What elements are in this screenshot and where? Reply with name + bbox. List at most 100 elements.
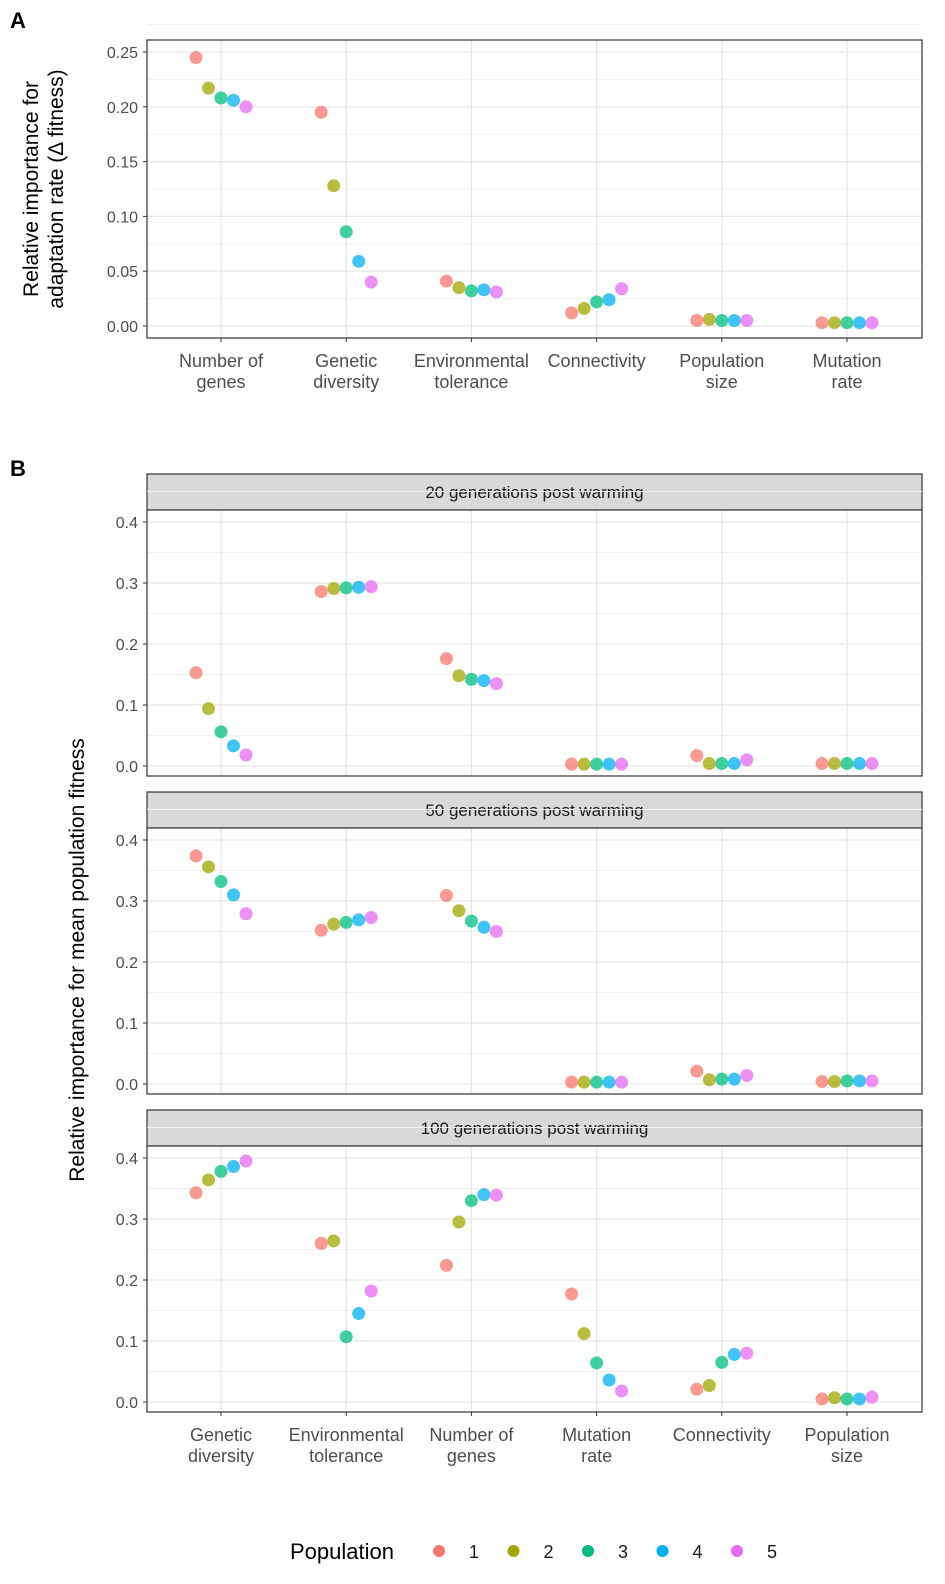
- panel-label-a: A: [10, 8, 26, 33]
- data-point-pop1: [815, 1392, 829, 1406]
- data-point-pop3: [840, 1392, 854, 1406]
- data-point-pop2: [452, 1215, 466, 1229]
- data-point-pop5: [489, 285, 503, 299]
- y-tick-label: 0.20: [107, 100, 138, 117]
- data-point-pop4: [477, 283, 491, 297]
- data-point-pop5: [239, 100, 253, 114]
- data-point-pop5: [865, 1390, 879, 1404]
- data-point-pop1: [189, 50, 203, 64]
- y-tick-label: 0.05: [107, 264, 138, 281]
- data-point-pop3: [840, 757, 854, 771]
- data-point-pop4: [853, 757, 866, 771]
- data-point-pop4: [227, 888, 240, 902]
- data-point-pop5: [740, 1346, 754, 1360]
- x-tick-label: tolerance: [309, 1446, 383, 1466]
- plot-border: [146, 509, 923, 777]
- data-point-pop4: [602, 1373, 616, 1387]
- data-point-pop3: [339, 1330, 353, 1344]
- data-point-pop2: [452, 281, 466, 295]
- data-point-pop4: [602, 1075, 616, 1089]
- data-point-pop3: [214, 725, 228, 739]
- data-point-pop1: [189, 666, 203, 680]
- x-tick-label: Connectivity: [548, 351, 646, 371]
- legend-label: 1: [469, 1542, 479, 1562]
- data-point-pop2: [577, 1327, 591, 1341]
- data-point-pop5: [489, 925, 503, 938]
- y-tick-label: 0.3: [116, 894, 138, 911]
- data-point-pop1: [439, 274, 453, 288]
- data-point-pop5: [239, 1154, 253, 1168]
- x-tick-label: Genetic: [315, 351, 377, 371]
- y-tick-label: 0.0: [116, 1395, 138, 1412]
- data-point-pop1: [439, 1258, 453, 1272]
- data-point-pop4: [602, 757, 616, 771]
- data-point-pop3: [715, 1355, 729, 1369]
- y-tick-label: 0.1: [116, 1016, 138, 1033]
- plot-border: [146, 1145, 923, 1413]
- data-point-pop5: [740, 1068, 754, 1082]
- data-point-pop2: [828, 757, 841, 771]
- data-point-pop3: [464, 284, 478, 298]
- x-tick-label: rate: [831, 372, 862, 392]
- x-tick-label: diversity: [188, 1446, 254, 1466]
- legend-marker-pop3: [582, 1545, 594, 1557]
- data-point-pop1: [565, 757, 579, 771]
- data-point-pop1: [815, 316, 829, 330]
- data-point-pop3: [715, 1072, 729, 1086]
- y-tick-label: 0.0: [116, 759, 138, 776]
- data-point-pop5: [489, 677, 503, 691]
- data-point-pop4: [352, 580, 366, 594]
- data-point-pop1: [314, 1236, 328, 1250]
- data-point-pop5: [615, 1075, 629, 1089]
- plot-background: [147, 828, 922, 1094]
- data-point-pop3: [339, 915, 353, 929]
- legend-title: Population: [290, 1539, 394, 1564]
- data-point-pop4: [853, 1074, 866, 1088]
- data-point-pop1: [565, 1287, 579, 1301]
- y-tick-label: 0.3: [116, 576, 138, 593]
- y-axis-label: adaptation rate (Δ fitness): [45, 69, 68, 308]
- data-point-pop4: [853, 1392, 866, 1406]
- plot-border: [146, 39, 923, 339]
- data-point-pop3: [715, 314, 729, 328]
- legend-marker-pop5: [731, 1545, 743, 1557]
- data-point-pop3: [464, 672, 478, 686]
- legend-marker-pop1: [433, 1545, 445, 1557]
- x-tick-label: size: [831, 1446, 863, 1466]
- data-point-pop4: [227, 93, 240, 107]
- plot-background: [147, 1146, 922, 1412]
- facet-title: 50 generations post warming: [425, 801, 643, 820]
- data-point-pop1: [314, 105, 328, 119]
- data-point-pop1: [565, 306, 579, 320]
- data-point-pop4: [602, 293, 616, 307]
- facet-title: 100 generations post warming: [421, 1119, 649, 1138]
- data-point-pop3: [840, 316, 854, 330]
- data-point-pop1: [314, 585, 328, 599]
- data-point-pop4: [853, 316, 866, 330]
- legend-label: 2: [544, 1542, 554, 1562]
- data-point-pop2: [202, 860, 215, 874]
- x-tick-label: genes: [447, 1446, 496, 1466]
- data-point-pop3: [339, 581, 353, 595]
- y-tick-label: 0.10: [107, 209, 138, 226]
- data-point-pop1: [189, 849, 203, 863]
- data-point-pop5: [239, 748, 253, 762]
- x-tick-label: Mutation: [562, 1425, 631, 1445]
- data-point-pop5: [615, 282, 629, 296]
- data-point-pop5: [740, 314, 754, 328]
- data-point-pop2: [702, 757, 716, 771]
- y-axis-label: Relative importance for: [20, 81, 43, 297]
- data-point-pop5: [865, 757, 879, 771]
- plot-background: [147, 510, 922, 776]
- x-tick-label: diversity: [313, 372, 379, 392]
- y-tick-label: 0.2: [116, 955, 138, 972]
- data-point-pop2: [828, 1391, 841, 1405]
- plot-border: [146, 827, 923, 1095]
- data-point-pop1: [690, 314, 704, 328]
- y-tick-label: 0.4: [116, 1151, 138, 1168]
- data-point-pop4: [227, 1160, 240, 1174]
- x-tick-label: Number of: [429, 1425, 514, 1445]
- data-point-pop5: [364, 910, 378, 924]
- data-point-pop5: [364, 1284, 378, 1298]
- data-point-pop1: [815, 1075, 829, 1089]
